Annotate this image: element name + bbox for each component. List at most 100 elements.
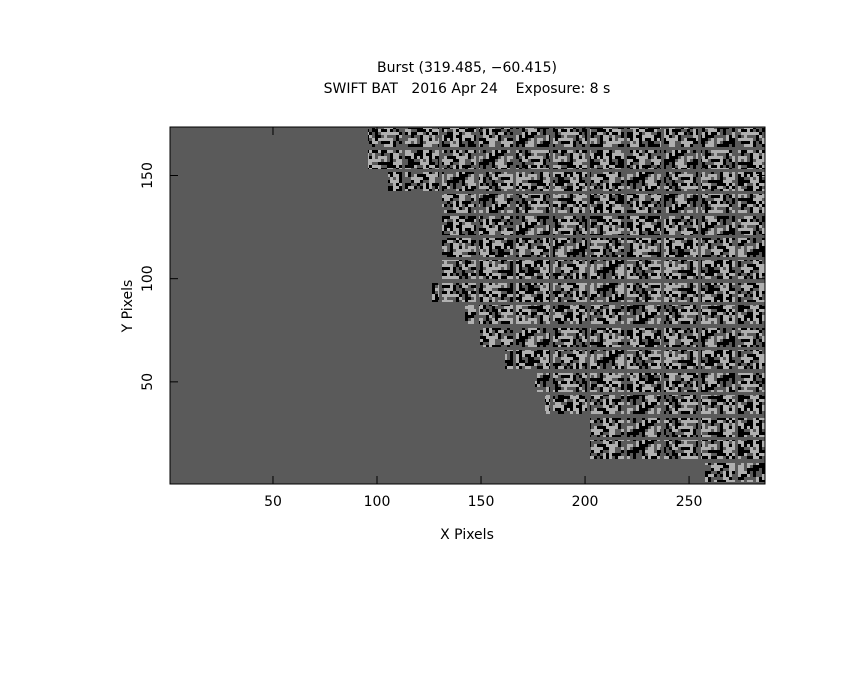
y-tick-label: 150 <box>140 162 156 189</box>
x-tick-label: 250 <box>676 494 703 510</box>
detector-module <box>590 350 624 369</box>
detector-module <box>627 283 661 302</box>
detector-module <box>465 305 476 324</box>
detector-module <box>664 238 698 257</box>
detector-module <box>590 373 624 392</box>
detector-module <box>664 440 698 459</box>
detector-module <box>590 238 624 257</box>
detector-module <box>442 238 476 257</box>
detector-module <box>553 373 587 392</box>
detector-module <box>590 418 624 437</box>
detector-module <box>590 260 624 279</box>
detector-module <box>701 395 735 414</box>
detector-module <box>738 216 765 235</box>
detector-module <box>590 194 624 213</box>
detector-module <box>627 150 661 169</box>
detector-module <box>701 350 735 369</box>
detector-module <box>553 172 587 191</box>
detector-module <box>405 150 439 169</box>
detector-module <box>664 194 698 213</box>
detector-module <box>516 216 550 235</box>
detector-module <box>701 418 735 437</box>
detector-module <box>627 418 661 437</box>
detector-module <box>738 418 765 437</box>
detector-module <box>738 350 765 369</box>
detector-module <box>516 238 550 257</box>
detector-module <box>664 350 698 369</box>
detector-module <box>664 283 698 302</box>
detector-module <box>479 128 513 147</box>
detector-module <box>442 150 476 169</box>
detector-module <box>627 172 661 191</box>
detector-module <box>627 260 661 279</box>
detector-module <box>553 128 587 147</box>
detector-module <box>701 216 735 235</box>
detector-module <box>590 283 624 302</box>
detector-module <box>442 194 476 213</box>
detector-module <box>738 328 765 347</box>
detector-module <box>738 194 765 213</box>
detector-module <box>701 328 735 347</box>
detector-module <box>479 260 513 279</box>
detector-module <box>516 305 550 324</box>
detector-module <box>738 283 765 302</box>
detector-module <box>442 128 476 147</box>
detector-module <box>553 283 587 302</box>
detector-module <box>738 395 765 414</box>
detector-module <box>479 150 513 169</box>
detector-module <box>664 305 698 324</box>
detector-module <box>705 463 735 482</box>
x-tick-label: 200 <box>572 494 599 510</box>
detector-module <box>590 150 624 169</box>
detector-module <box>738 260 765 279</box>
y-tick-label: 100 <box>140 265 156 292</box>
detector-module <box>479 238 513 257</box>
detector-module <box>479 283 513 302</box>
detector-module <box>516 260 550 279</box>
detector-module <box>627 128 661 147</box>
detector-module <box>664 328 698 347</box>
detector-module <box>368 150 402 169</box>
detector-module <box>738 238 765 257</box>
detector-module <box>701 440 735 459</box>
detector-module <box>405 128 439 147</box>
detector-module <box>553 328 587 347</box>
detector-module <box>664 373 698 392</box>
detector-module <box>627 440 661 459</box>
detector-module <box>627 395 661 414</box>
detector-module <box>738 305 765 324</box>
detector-module <box>590 440 624 459</box>
detector-module <box>701 238 735 257</box>
detector-module <box>664 216 698 235</box>
detector-module <box>553 150 587 169</box>
detector-module <box>738 172 765 191</box>
detector-module <box>701 150 735 169</box>
detector-module <box>627 194 661 213</box>
detector-module <box>479 305 513 324</box>
detector-module <box>405 172 439 191</box>
detector-module <box>553 216 587 235</box>
detector-module <box>553 350 587 369</box>
detector-module <box>516 128 550 147</box>
detector-module <box>664 395 698 414</box>
detector-module <box>701 305 735 324</box>
detector-module <box>701 194 735 213</box>
detector-module <box>627 238 661 257</box>
detector-module <box>627 328 661 347</box>
x-tick-label: 150 <box>468 494 495 510</box>
x-tick-label: 100 <box>364 494 391 510</box>
y-axis-label: Y Pixels <box>120 280 136 334</box>
detector-module <box>442 260 476 279</box>
detector-module <box>432 283 439 302</box>
detector-module <box>701 373 735 392</box>
detector-module <box>590 395 624 414</box>
detector-module <box>590 328 624 347</box>
detector-module <box>553 395 587 414</box>
detector-module <box>664 172 698 191</box>
detector-module <box>738 440 765 459</box>
detector-module <box>516 328 550 347</box>
detector-module <box>664 128 698 147</box>
detector-module <box>701 128 735 147</box>
detector-module <box>664 418 698 437</box>
